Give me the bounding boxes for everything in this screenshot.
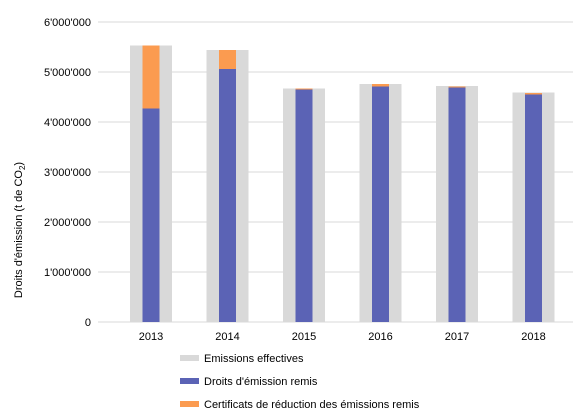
bar-certificats — [448, 86, 466, 88]
y-tick-label: 1'000'000 — [44, 267, 91, 279]
bar-droits-emission — [219, 69, 236, 322]
x-tick-label: 2016 — [368, 331, 392, 343]
bars — [130, 45, 555, 322]
legend-swatch — [180, 378, 199, 384]
y-tick-label: 4'000'000 — [44, 117, 91, 129]
x-tick-label: 2014 — [215, 331, 239, 343]
legend-swatch — [180, 355, 199, 361]
legend-swatch — [180, 401, 199, 407]
bar-droits-emission — [372, 86, 389, 322]
y-tick-label: 0 — [85, 317, 91, 329]
bar-droits-emission — [448, 87, 466, 322]
x-tick-label: 2015 — [292, 331, 316, 343]
x-tick-label: 2017 — [445, 331, 469, 343]
x-tick-label: 2018 — [521, 331, 545, 343]
bar-certificats — [295, 88, 313, 90]
bar-droits-emission — [295, 89, 313, 322]
y-tick-label: 3'000'000 — [44, 167, 91, 179]
bar-certificats — [142, 45, 160, 109]
y-tick-label: 5'000'000 — [44, 67, 91, 79]
legend: Emissions effectives Droits d'émission re… — [180, 353, 420, 411]
bar-certificats — [525, 93, 542, 95]
legend-label: Droits d'émission remis — [204, 376, 318, 388]
y-tick-labels: 0 1'000'000 2'000'000 3'000'000 4'000'000 5'0… — [44, 17, 91, 329]
x-tick-labels: 2013 2014 2015 2016 2017 2018 — [139, 331, 546, 343]
y-axis-label: Droits d'émission (t de CO2) — [13, 162, 27, 298]
bar-droits-emission — [525, 94, 542, 322]
legend-label: Emissions effectives — [204, 353, 304, 365]
x-tick-label: 2013 — [139, 331, 163, 343]
grid-lines — [98, 21, 573, 323]
bar-droits-emission — [142, 108, 160, 322]
bar-certificats — [219, 50, 236, 69]
y-tick-label: 2'000'000 — [44, 217, 91, 229]
y-tick-label: 6'000'000 — [44, 17, 91, 29]
bar-certificats — [372, 84, 389, 87]
legend-label: Certificats de réduction des émissions r… — [204, 399, 420, 411]
